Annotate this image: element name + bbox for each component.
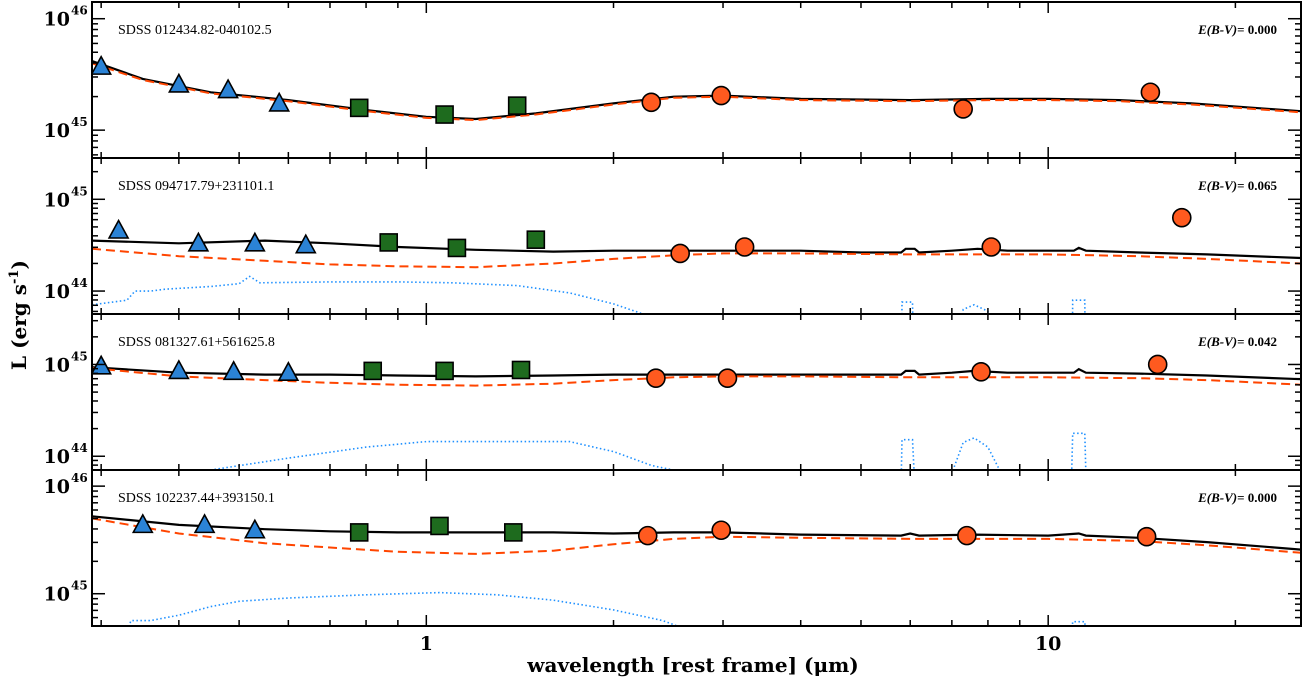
ebv-label: E(B-V)= 0.065 bbox=[1197, 178, 1277, 193]
y-tick-label: 10 bbox=[44, 476, 70, 498]
y-tick-exponent: 46 bbox=[71, 471, 88, 485]
nir-square-point bbox=[349, 98, 369, 118]
panel-1-data bbox=[92, 54, 1301, 124]
mir-circle-point bbox=[717, 368, 738, 389]
mir-circle-point bbox=[1147, 354, 1168, 375]
nir-square-point bbox=[435, 105, 454, 124]
optical-triangle-point bbox=[294, 233, 317, 254]
mir-circle-point bbox=[1140, 82, 1161, 103]
nir-square-point bbox=[379, 233, 399, 252]
optical-triangle-point bbox=[217, 78, 239, 99]
mir-circle-point bbox=[670, 243, 690, 264]
nir-square-point bbox=[447, 238, 467, 258]
panel-3-data bbox=[92, 354, 1301, 470]
agn-model-line bbox=[92, 517, 1301, 555]
mir-circle-point bbox=[1136, 526, 1157, 547]
x-tick-label: 1 bbox=[420, 633, 433, 655]
y-tick-label: 10 bbox=[44, 584, 70, 606]
y-tick-label: 10 bbox=[44, 189, 70, 211]
nir-square-point bbox=[349, 523, 369, 542]
nir-square-point bbox=[526, 230, 546, 249]
mir-circle-point bbox=[1171, 207, 1192, 228]
panel-2-data bbox=[92, 207, 1301, 314]
mir-circle-point bbox=[641, 92, 662, 113]
svg-text:L (erg s-1): L (erg s-1) bbox=[7, 260, 31, 370]
mir-circle-point bbox=[957, 525, 977, 546]
optical-triangle-point bbox=[222, 360, 245, 381]
y-tick-exponent: 44 bbox=[71, 276, 88, 290]
y-tick-label: 10 bbox=[44, 120, 70, 142]
optical-triangle-point bbox=[193, 513, 216, 534]
panel-frame bbox=[91, 1, 1302, 159]
mir-circle-point bbox=[953, 99, 973, 119]
y-tick-label: 10 bbox=[44, 446, 70, 468]
agn-model-line bbox=[92, 367, 1301, 387]
x-tick-label: 10 bbox=[1035, 633, 1061, 655]
x-axis-title: wavelength [rest frame] (μm) bbox=[526, 653, 858, 677]
y-tick-exponent: 45 bbox=[71, 115, 88, 129]
y-axis-title: L (erg s-1) bbox=[7, 260, 31, 370]
optical-triangle-point bbox=[268, 91, 291, 112]
object-name-label: SDSS 081327.61+561625.8 bbox=[118, 335, 275, 350]
optical-triangle-point bbox=[92, 54, 113, 75]
y-tick-exponent: 46 bbox=[71, 4, 88, 18]
mir-circle-point bbox=[637, 525, 658, 546]
optical-triangle-point bbox=[131, 513, 154, 534]
y-tick-label: 10 bbox=[44, 281, 70, 303]
y-axis-title-main: L (erg s bbox=[7, 284, 31, 370]
object-name-label: SDSS 102237.44+393150.1 bbox=[118, 491, 275, 506]
optical-triangle-point bbox=[168, 72, 190, 93]
nir-square-point bbox=[507, 96, 527, 115]
mir-circle-point bbox=[646, 368, 666, 389]
nir-square-point bbox=[430, 516, 449, 536]
mir-circle-point bbox=[711, 520, 732, 541]
optical-triangle-point bbox=[244, 231, 266, 252]
mir-circle-point bbox=[971, 362, 991, 382]
mir-circle-point bbox=[711, 85, 732, 106]
total-model-line bbox=[92, 366, 1301, 381]
object-name-label: SDSS 012434.82-040102.5 bbox=[118, 23, 272, 38]
y-tick-exponent: 45 bbox=[71, 579, 88, 593]
ebv-label: E(B-V)= 0.042 bbox=[1197, 334, 1277, 349]
panel-4-data bbox=[92, 513, 1301, 626]
nir-square-point bbox=[435, 361, 454, 381]
nir-square-point bbox=[363, 361, 383, 381]
mir-circle-point bbox=[734, 237, 755, 257]
optical-triangle-point bbox=[187, 231, 210, 252]
y-tick-exponent: 45 bbox=[71, 184, 88, 198]
optical-triangle-point bbox=[107, 218, 130, 239]
optical-triangle-point bbox=[244, 518, 266, 539]
y-tick-exponent: 45 bbox=[71, 349, 88, 363]
object-name-label: SDSS 094717.79+231101.1 bbox=[118, 179, 274, 194]
y-tick-exponent: 44 bbox=[71, 441, 88, 455]
host-galaxy-line bbox=[92, 275, 1086, 314]
ebv-label: E(B-V)= 0.000 bbox=[1197, 22, 1277, 37]
optical-triangle-point bbox=[277, 361, 300, 382]
nir-square-point bbox=[511, 360, 531, 380]
optical-triangle-point bbox=[168, 359, 190, 380]
host-galaxy-line bbox=[204, 432, 1087, 470]
y-axis-title-sup: -1 bbox=[7, 270, 22, 284]
ebv-label: E(B-V)= 0.000 bbox=[1197, 490, 1277, 505]
panel-frame bbox=[91, 469, 1302, 627]
host-galaxy-line bbox=[128, 591, 1086, 626]
y-tick-label: 10 bbox=[44, 354, 70, 376]
y-axis-title-close: ) bbox=[7, 260, 31, 269]
nir-square-point bbox=[504, 523, 523, 542]
y-tick-label: 10 bbox=[44, 9, 70, 31]
mir-circle-point bbox=[981, 237, 1002, 257]
total-model-line bbox=[92, 239, 1301, 260]
